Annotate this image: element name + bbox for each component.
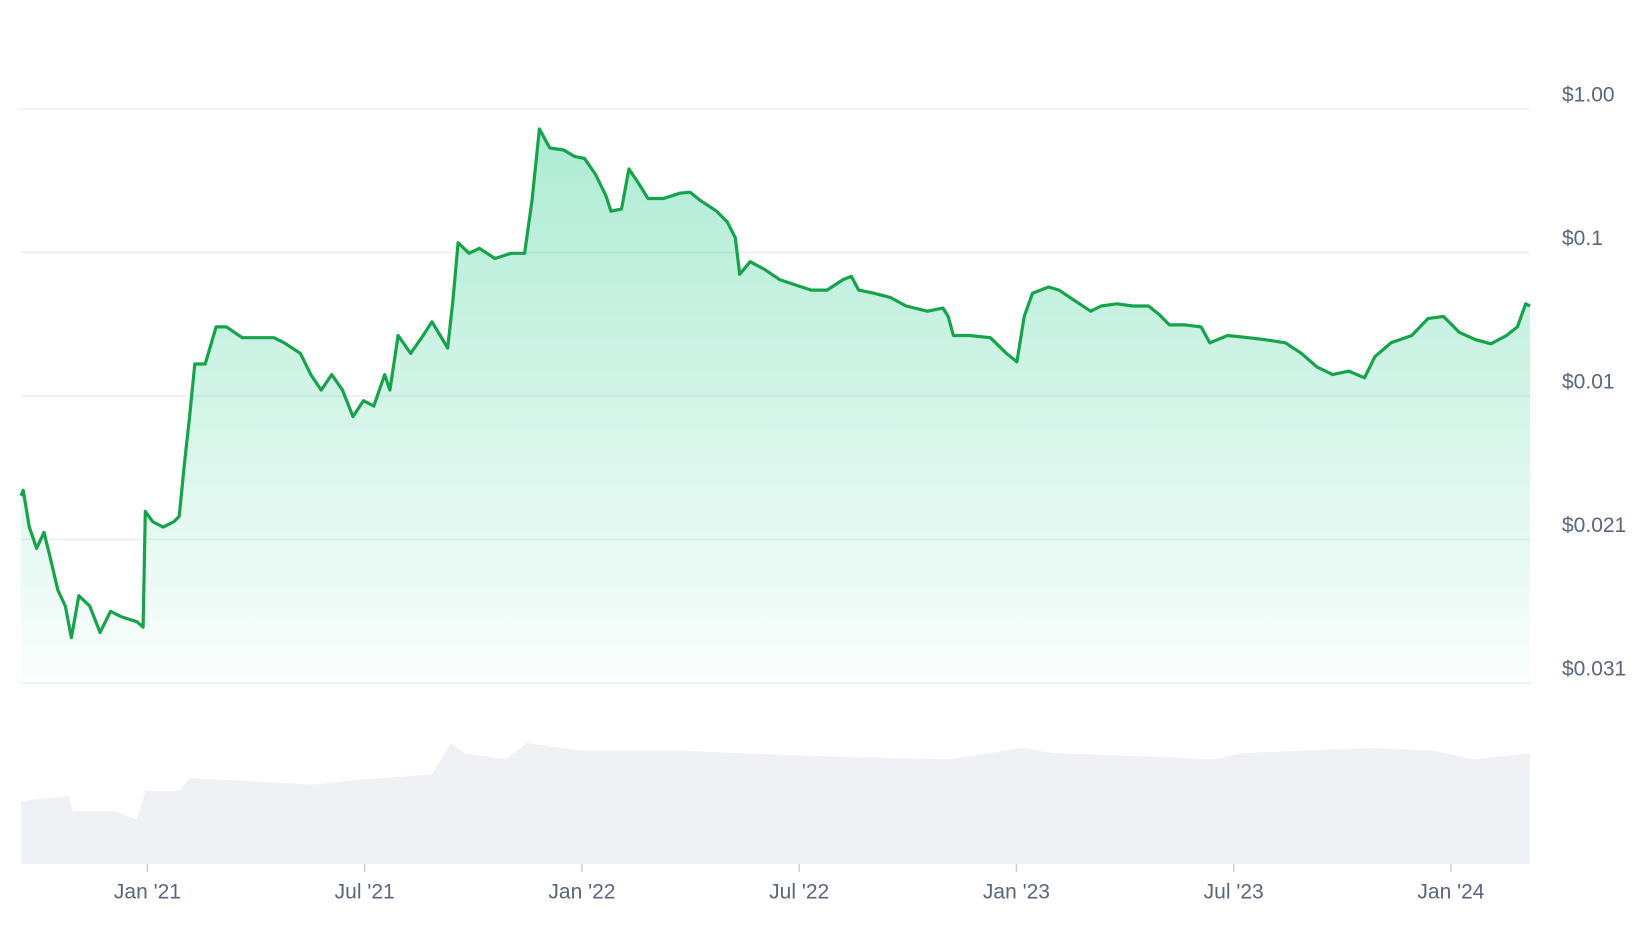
volume-area [21, 743, 1530, 864]
y-tick-label: $0.1 [1562, 227, 1603, 250]
x-tick-label: Jan '23 [983, 881, 1050, 904]
x-tick-label: Jan '22 [548, 881, 615, 904]
y-tick-label: $0.031 [1562, 658, 1626, 681]
x-tick-label: Jul '21 [335, 881, 395, 904]
x-tick-label: Jan '24 [1417, 881, 1484, 904]
y-tick-label: $0.01 [1562, 371, 1615, 394]
price-area [21, 129, 1530, 683]
x-tick-label: Jul '23 [1204, 881, 1264, 904]
x-tick-label: Jul '22 [769, 881, 829, 904]
x-tick-label: Jan '21 [114, 881, 181, 904]
y-tick-label: $0.021 [1562, 514, 1626, 537]
price-line [19, 127, 1531, 640]
y-tick-label: $1.00 [1562, 84, 1615, 107]
